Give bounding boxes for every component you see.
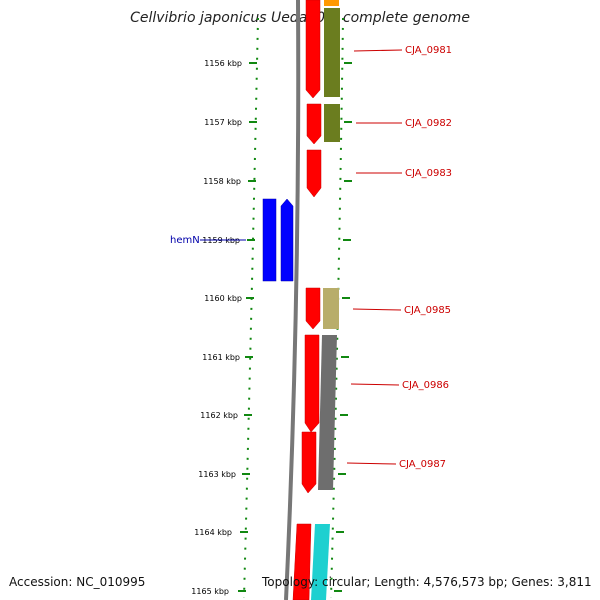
cog-orange-block	[324, 0, 339, 6]
leader-line	[353, 49, 403, 52]
genome-backbone	[284, 0, 301, 600]
tick-label: 1163 kbp	[198, 470, 236, 479]
cds-arrow	[292, 523, 312, 600]
tick-label: 1161 kbp	[202, 353, 240, 362]
cds-arrow	[305, 0, 321, 99]
accession-text: Accession: NC_010995	[9, 575, 146, 589]
cog-gray-arrow	[318, 335, 337, 490]
gene-label: CJA_0981	[405, 45, 452, 56]
gene-label: CJA_0983	[405, 168, 452, 179]
leader-line	[352, 308, 402, 311]
tick-label: 1165 kbp	[191, 587, 229, 596]
tick-label: 1160 kbp	[204, 294, 242, 303]
cog-features	[311, 0, 340, 600]
gene-label: CJA_0987	[399, 459, 446, 470]
tick-label: 1158 kbp	[203, 177, 241, 186]
axis-tick-labels: 1156 kbp 1157 kbp 1158 kbp 1159 kbp 1160…	[191, 59, 242, 596]
gene-label: hemN	[170, 235, 200, 246]
tick-label: 1156 kbp	[204, 59, 242, 68]
tick-label: 1162 kbp	[200, 411, 238, 420]
cds-arrow	[306, 103, 322, 145]
gene-labels: CJA_0981 CJA_0982 CJA_0983 hemN CJA_0985…	[170, 45, 452, 470]
gene-label: CJA_0985	[404, 305, 451, 316]
hemN-features	[262, 198, 294, 282]
cog-olive-block	[324, 104, 340, 142]
leader-line	[350, 383, 400, 386]
hemN-block	[262, 198, 277, 282]
genome-summary-text: Topology: circular; Length: 4,576,573 bp…	[262, 575, 592, 589]
tick-label: 1157 kbp	[204, 118, 242, 127]
cds-features	[292, 0, 322, 600]
cds-arrow	[305, 287, 321, 330]
leader-line	[346, 462, 397, 465]
hemN-arrow	[280, 198, 294, 282]
cds-arrow	[304, 334, 320, 433]
cds-arrow	[306, 149, 322, 198]
cog-cyan-arrow	[311, 524, 330, 600]
gene-label: CJA_0982	[405, 118, 452, 129]
left-dotted-guide	[243, 17, 259, 599]
cog-olive-block	[324, 8, 340, 97]
cds-arrow	[301, 431, 317, 494]
tick-label: 1164 kbp	[194, 528, 232, 537]
cog-khaki-block	[323, 288, 339, 329]
gene-label: CJA_0986	[402, 380, 449, 391]
axis-ticks	[238, 62, 352, 592]
label-leaders	[346, 49, 403, 465]
